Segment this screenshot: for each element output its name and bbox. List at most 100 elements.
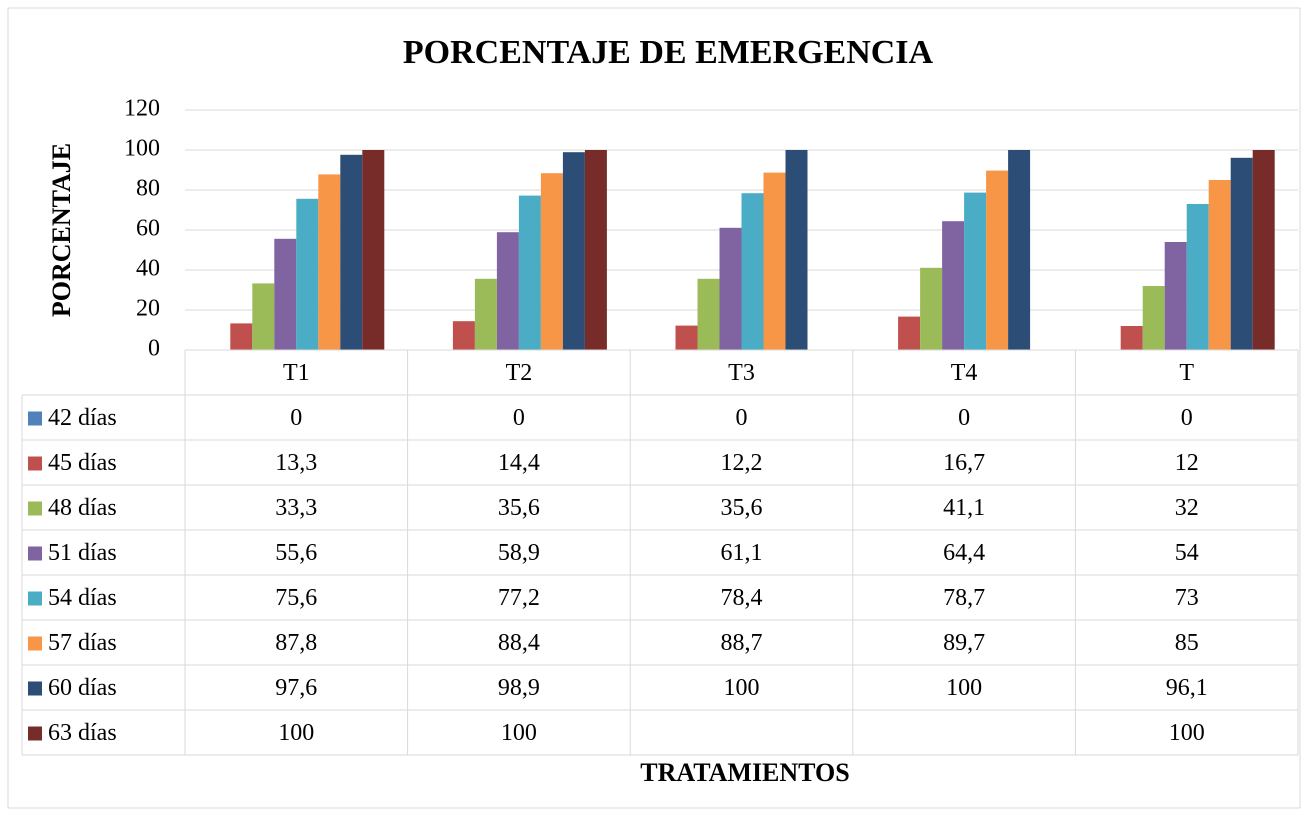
bar xyxy=(898,316,921,350)
table-value: 73 xyxy=(1175,585,1199,611)
bar xyxy=(763,172,786,350)
table-value: 100 xyxy=(946,675,982,701)
table-value: 58,9 xyxy=(498,540,540,566)
bar xyxy=(518,195,541,350)
table-value: 54 xyxy=(1175,540,1199,566)
bar xyxy=(252,283,275,350)
bar xyxy=(741,193,764,350)
table-value: 16,7 xyxy=(943,450,985,476)
table-value: 61,1 xyxy=(721,540,763,566)
x-tick-label: T3 xyxy=(728,360,755,386)
bar xyxy=(540,173,563,350)
table-value: 12 xyxy=(1175,450,1199,476)
legend-marker xyxy=(28,636,42,651)
legend-label: 51 días xyxy=(48,540,117,566)
legend-label: 48 días xyxy=(48,495,117,521)
chart-border xyxy=(7,7,1301,809)
legend-marker xyxy=(28,726,42,741)
x-tick-label: T1 xyxy=(283,360,310,386)
y-tick-label: 40 xyxy=(136,256,160,282)
table-value: 89,7 xyxy=(943,630,985,656)
table-value: 0 xyxy=(290,405,302,431)
x-axis-title: TRATAMIENTOS xyxy=(640,758,850,787)
bar xyxy=(496,232,519,350)
table-value: 85 xyxy=(1175,630,1199,656)
y-tick-label: 120 xyxy=(124,96,160,122)
table-value: 96,1 xyxy=(1166,675,1208,701)
x-tick-label: T2 xyxy=(506,360,533,386)
table-value: 88,7 xyxy=(721,630,763,656)
bar xyxy=(942,221,965,350)
bar xyxy=(1164,242,1187,350)
bar xyxy=(452,321,475,350)
bar xyxy=(1120,326,1143,350)
bar xyxy=(584,150,607,350)
chart-title: PORCENTAJE DE EMERGENCIA xyxy=(403,34,934,71)
x-tick-label: T4 xyxy=(951,360,978,386)
bar xyxy=(362,150,385,350)
bar xyxy=(340,154,363,350)
bar xyxy=(296,198,319,350)
bar xyxy=(785,150,808,350)
bar xyxy=(920,267,943,350)
y-tick-label: 60 xyxy=(136,216,160,242)
table-value: 100 xyxy=(501,720,537,746)
table-value: 35,6 xyxy=(721,495,763,521)
table-value: 13,3 xyxy=(275,450,317,476)
table-value: 77,2 xyxy=(498,585,540,611)
table-value: 35,6 xyxy=(498,495,540,521)
y-tick-label: 0 xyxy=(148,336,160,362)
table-value: 41,1 xyxy=(943,495,985,521)
legend-marker xyxy=(28,411,42,426)
legend-marker xyxy=(28,501,42,516)
bar xyxy=(318,174,341,350)
x-tick-label: T xyxy=(1179,360,1194,386)
table-value: 88,4 xyxy=(498,630,540,656)
table-value: 100 xyxy=(278,720,314,746)
legend-marker xyxy=(28,681,42,696)
bar xyxy=(675,325,698,350)
table-value: 100 xyxy=(724,675,760,701)
table-value: 0 xyxy=(1181,405,1193,431)
bar xyxy=(562,152,585,350)
y-tick-label: 20 xyxy=(136,296,160,322)
table-value: 87,8 xyxy=(275,630,317,656)
legend-label: 63 días xyxy=(48,720,117,746)
legend-label: 42 días xyxy=(48,405,117,431)
table-value: 97,6 xyxy=(275,675,317,701)
bar xyxy=(1252,150,1275,350)
bar xyxy=(474,278,497,350)
legend-label: 45 días xyxy=(48,450,117,476)
bar xyxy=(1208,180,1231,350)
y-tick-label: 80 xyxy=(136,176,160,202)
table-value: 0 xyxy=(958,405,970,431)
bar xyxy=(1142,286,1165,350)
table-value: 12,2 xyxy=(721,450,763,476)
table-value: 98,9 xyxy=(498,675,540,701)
legend-label: 54 días xyxy=(48,585,117,611)
bar xyxy=(1008,150,1031,350)
bar xyxy=(230,323,253,350)
bar xyxy=(1186,204,1209,350)
y-axis-title: PORCENTAJE xyxy=(47,143,76,317)
table-value: 75,6 xyxy=(275,585,317,611)
table-value: 78,4 xyxy=(721,585,763,611)
legend-marker xyxy=(28,546,42,561)
bar xyxy=(1230,157,1253,350)
bar xyxy=(964,192,987,350)
table-value: 14,4 xyxy=(498,450,540,476)
table-value: 55,6 xyxy=(275,540,317,566)
y-tick-label: 100 xyxy=(124,136,160,162)
table-value: 0 xyxy=(736,405,748,431)
bar xyxy=(719,227,742,350)
legend-label: 57 días xyxy=(48,630,117,656)
table-value: 64,4 xyxy=(943,540,985,566)
bar xyxy=(986,170,1009,350)
table-value: 78,7 xyxy=(943,585,985,611)
bar xyxy=(697,278,720,350)
legend-label: 60 días xyxy=(48,675,117,701)
table-value: 100 xyxy=(1169,720,1205,746)
table-value: 0 xyxy=(513,405,525,431)
